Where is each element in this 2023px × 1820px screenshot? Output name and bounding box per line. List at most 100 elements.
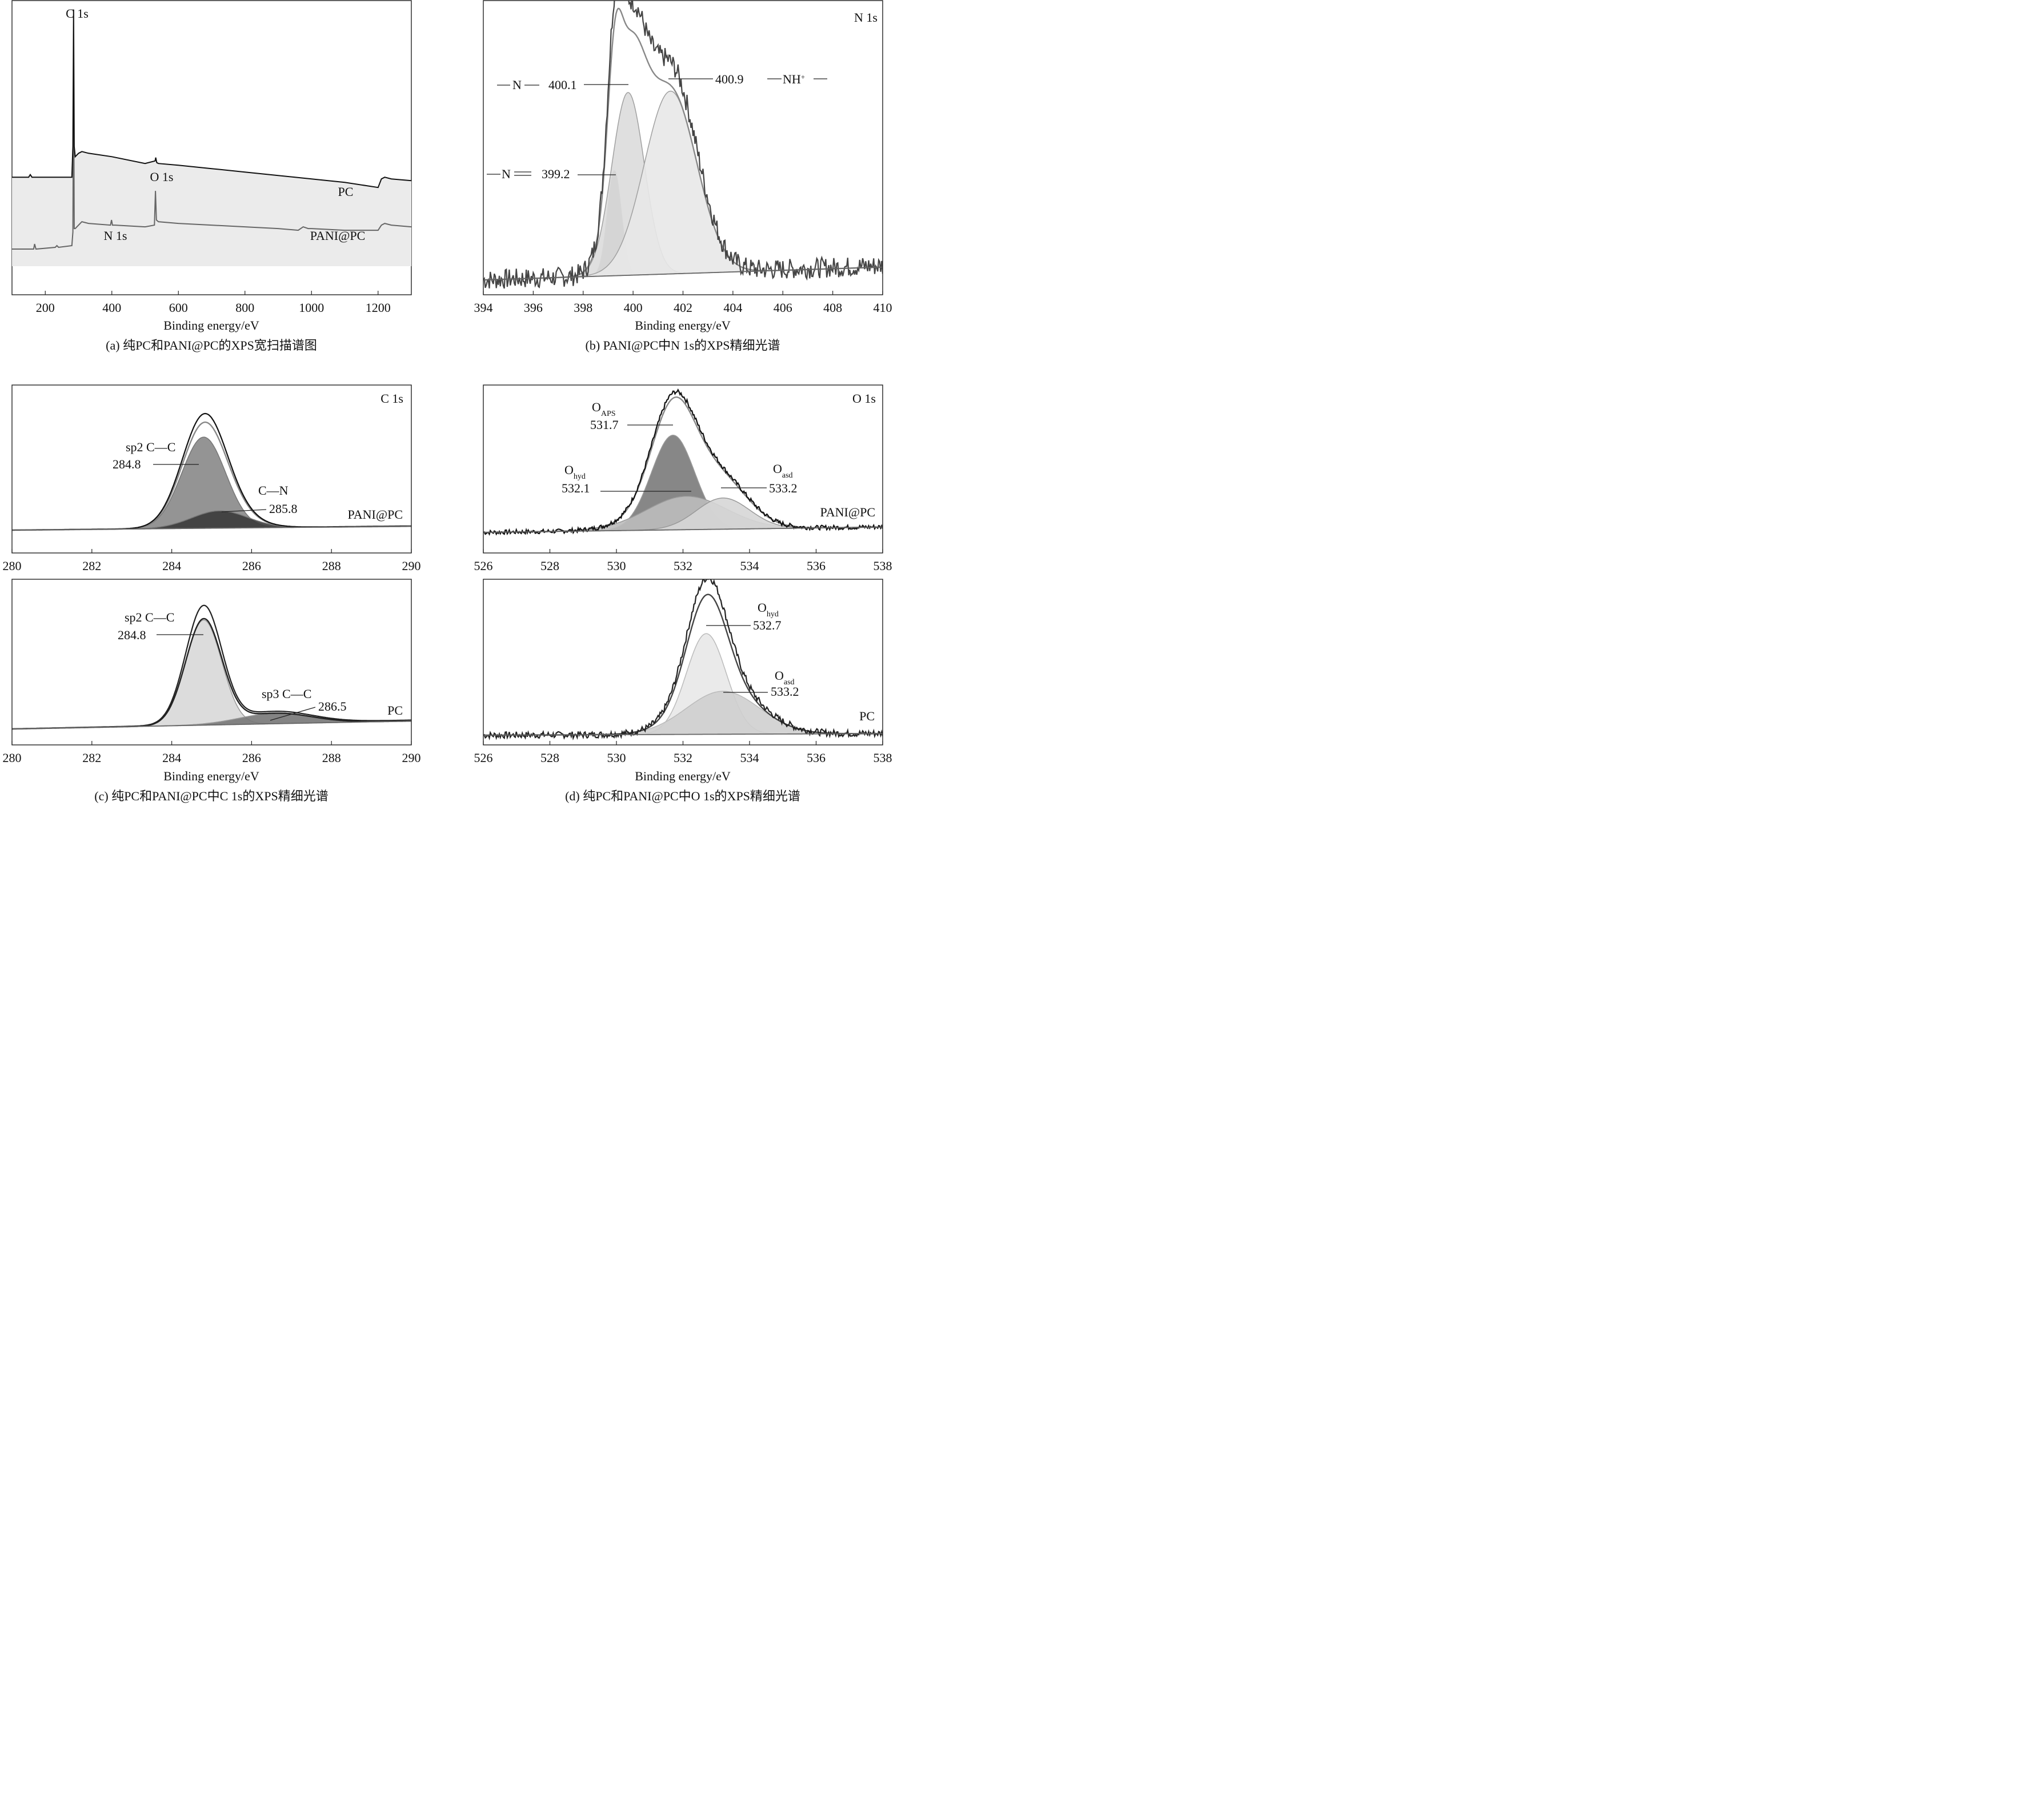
panel-c-top-ticks: 280 282 284 286 288 290 bbox=[3, 549, 421, 573]
panel-c-top-frame bbox=[11, 384, 412, 554]
legend-pc: PC bbox=[338, 185, 354, 199]
x-tick-label: 534 bbox=[740, 559, 759, 573]
x-tick-label: 532 bbox=[674, 559, 692, 573]
x-tick-label: 538 bbox=[874, 559, 892, 573]
x-tick-label: 526 bbox=[474, 559, 493, 573]
x-tick-label: 1000 bbox=[299, 300, 324, 315]
annotation-o1s: O 1s bbox=[150, 170, 174, 184]
x-tick-label: 398 bbox=[574, 300, 592, 315]
panel-b-title: N 1s bbox=[854, 10, 878, 25]
panel-d-top-ticks: 526 528 530 532 534 536 538 bbox=[474, 549, 892, 573]
species-o-asd-pc: Oasd bbox=[775, 668, 795, 687]
species-sp2-pc: sp2 C—C bbox=[125, 610, 174, 624]
panel-a-ticks: 200 400 600 800 1000 1200 bbox=[36, 291, 391, 315]
x-tick-label: 404 bbox=[723, 300, 742, 315]
leader-285-8 bbox=[221, 509, 267, 512]
x-tick-label: 282 bbox=[82, 751, 101, 765]
x-tick-label: 394 bbox=[474, 300, 493, 315]
x-tick-label: 290 bbox=[402, 751, 421, 765]
peak-label-286-5: 286.5 bbox=[318, 699, 347, 713]
x-tick-label: 288 bbox=[322, 751, 341, 765]
species-sp3: sp3 C—C bbox=[262, 687, 311, 701]
x-tick-label: 400 bbox=[102, 300, 121, 315]
panel-d-top: 526 528 530 532 534 536 538 O 1s OAPS 531.7 Oh… bbox=[474, 384, 892, 573]
x-tick-label: 528 bbox=[540, 751, 559, 765]
panel-c-bottom: 280 282 284 286 288 290 sp2 C—C 284.8 sp3 C—C… bbox=[3, 579, 421, 803]
legend-pc-c: PC bbox=[387, 703, 403, 717]
annotation-n1s: N 1s bbox=[104, 228, 127, 243]
peak-label-533-2-pc: 533.2 bbox=[771, 684, 799, 699]
peak-label-531-7: 531.7 bbox=[590, 418, 619, 432]
panel-c-xlabel: Binding energy/eV bbox=[163, 769, 259, 783]
legend-pani-pc: PANI@PC bbox=[310, 228, 366, 243]
peak-label-399-2: 399.2 bbox=[542, 167, 570, 181]
species-n-single: N bbox=[512, 78, 522, 92]
panel-c-top-title: C 1s bbox=[380, 391, 403, 406]
x-tick-label: 406 bbox=[774, 300, 792, 315]
panel-d-top-title: O 1s bbox=[852, 391, 876, 406]
figure: 200 400 600 800 1000 1200 C 1s O 1s N 1s PC P… bbox=[3, 0, 892, 803]
peak-label-400-9: 400.9 bbox=[715, 72, 744, 86]
component-peak-400.9 bbox=[483, 90, 883, 280]
x-tick-label: 534 bbox=[740, 751, 759, 765]
x-tick-label: 538 bbox=[874, 751, 892, 765]
x-tick-label: 200 bbox=[36, 300, 55, 315]
x-tick-label: 402 bbox=[674, 300, 692, 315]
panel-d-xlabel: Binding energy/eV bbox=[635, 769, 731, 783]
panel-c-bottom-curves bbox=[12, 604, 411, 730]
annotation-c1s: C 1s bbox=[66, 6, 89, 21]
peak-label-285-8: 285.8 bbox=[269, 502, 298, 516]
peak-label-284-8-pc: 284.8 bbox=[118, 628, 146, 642]
panel-b-caption: (b) PANI@PC中N 1s的XPS精细光谱 bbox=[586, 338, 780, 352]
legend-pc-o: PC bbox=[859, 709, 875, 723]
x-tick-label: 290 bbox=[402, 559, 421, 573]
baseline bbox=[483, 733, 883, 736]
species-o-hyd: Ohyd bbox=[564, 463, 586, 481]
panel-b-curves bbox=[483, 1, 883, 289]
baseline bbox=[483, 526, 883, 533]
x-tick-label: 286 bbox=[242, 559, 261, 573]
species-nh-plus: NH+ bbox=[783, 72, 805, 86]
raw-spectrum bbox=[483, 1, 883, 289]
panel-b-ticks: 394 396 398 400 402 404 406 408 410 bbox=[474, 291, 892, 315]
x-tick-label: 530 bbox=[607, 751, 626, 765]
series-pc bbox=[12, 9, 412, 189]
panel-d-caption: (d) 纯PC和PANI@PC中O 1s的XPS精细光谱 bbox=[565, 789, 800, 803]
x-tick-label: 282 bbox=[82, 559, 101, 573]
x-tick-label: 536 bbox=[807, 751, 826, 765]
x-tick-label: 526 bbox=[474, 751, 493, 765]
x-tick-label: 800 bbox=[235, 300, 254, 315]
x-tick-label: 280 bbox=[3, 559, 22, 573]
species-cn: C—N bbox=[258, 483, 289, 498]
panel-a-curves bbox=[12, 9, 412, 266]
leader-286-5 bbox=[270, 707, 316, 721]
panel-d-top-curves bbox=[483, 388, 883, 536]
x-tick-label: 400 bbox=[624, 300, 643, 315]
x-tick-label: 286 bbox=[242, 751, 261, 765]
panel-a-caption: (a) 纯PC和PANI@PC的XPS宽扫描谱图 bbox=[106, 338, 317, 352]
x-tick-label: 288 bbox=[322, 559, 341, 573]
panel-c-top-curves bbox=[12, 412, 411, 531]
x-tick-label: 530 bbox=[607, 559, 626, 573]
panel-d-bottom: 526 528 530 532 534 536 538 Ohyd 532.7 Oasd 53… bbox=[474, 579, 892, 803]
legend-pani-pc-o: PANI@PC bbox=[820, 505, 876, 519]
panel-c-bottom-frame bbox=[11, 579, 412, 745]
species-n-double: N bbox=[502, 167, 511, 181]
panel-c-caption: (c) 纯PC和PANI@PC中C 1s的XPS精细光谱 bbox=[94, 789, 328, 803]
panel-a-frame bbox=[11, 0, 412, 295]
x-tick-label: 280 bbox=[3, 751, 22, 765]
baseline bbox=[12, 526, 411, 531]
panel-b-xlabel: Binding energy/eV bbox=[635, 318, 731, 332]
species-o-asd: Oasd bbox=[773, 462, 793, 480]
peak-label-284-8: 284.8 bbox=[113, 457, 141, 471]
x-tick-label: 1200 bbox=[366, 300, 391, 315]
x-tick-label: 600 bbox=[169, 300, 188, 315]
peak-label-400-1: 400.1 bbox=[548, 78, 577, 92]
series-pani-pc bbox=[12, 61, 412, 250]
x-tick-label: 536 bbox=[807, 559, 826, 573]
panel-c-bottom-ticks: 280 282 284 286 288 290 bbox=[3, 741, 421, 765]
panel-a: 200 400 600 800 1000 1200 C 1s O 1s N 1s PC P… bbox=[11, 0, 412, 352]
x-tick-label: 408 bbox=[823, 300, 842, 315]
peak-label-532-7: 532.7 bbox=[753, 618, 782, 632]
species-o-aps: OAPS bbox=[592, 400, 616, 418]
